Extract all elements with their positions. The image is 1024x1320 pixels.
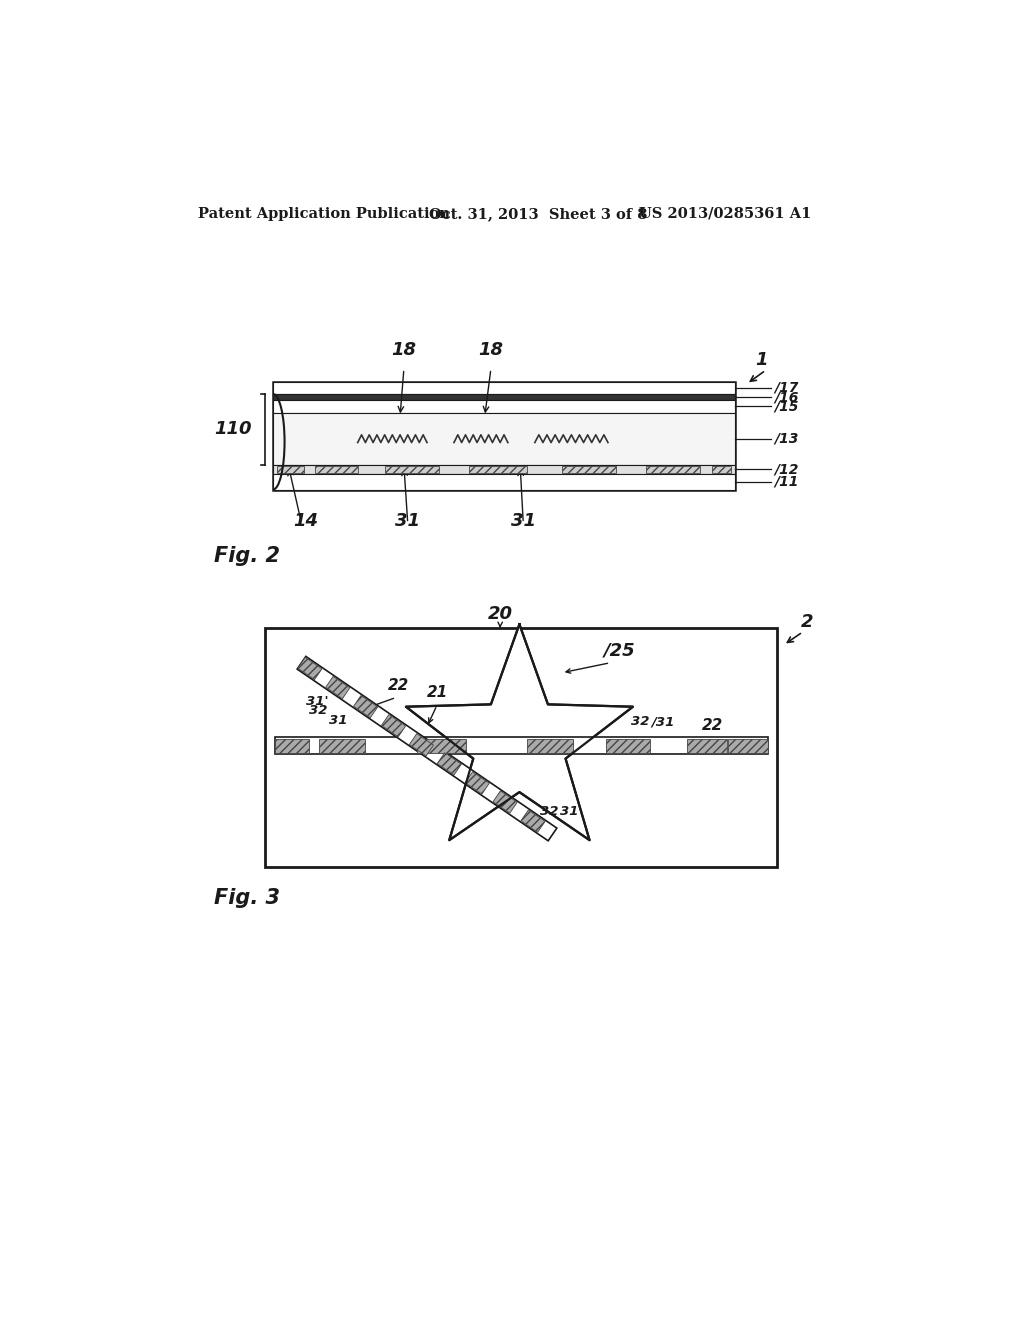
- Text: 14: 14: [294, 512, 318, 531]
- Bar: [417, 739, 466, 752]
- Bar: [276, 466, 304, 474]
- Polygon shape: [353, 696, 378, 718]
- Bar: [712, 466, 731, 474]
- Polygon shape: [298, 657, 322, 680]
- Polygon shape: [326, 676, 350, 698]
- Text: 32: 32: [631, 715, 649, 729]
- Polygon shape: [297, 656, 557, 841]
- Text: Fig. 2: Fig. 2: [214, 546, 280, 566]
- Bar: [527, 739, 573, 752]
- Text: 22: 22: [388, 677, 410, 693]
- Text: /25: /25: [604, 642, 636, 659]
- Bar: [385, 466, 438, 474]
- Text: /15: /15: [774, 400, 799, 413]
- Text: /11: /11: [774, 475, 799, 488]
- Text: 32: 32: [541, 805, 559, 818]
- Bar: [273, 412, 735, 465]
- Bar: [273, 381, 735, 395]
- Text: Patent Application Publication: Patent Application Publication: [199, 207, 451, 220]
- Text: /17: /17: [774, 381, 799, 395]
- Text: 31': 31': [306, 696, 329, 708]
- Bar: [469, 466, 527, 474]
- Text: 2: 2: [801, 612, 813, 631]
- Bar: [273, 465, 735, 474]
- Bar: [273, 400, 735, 413]
- Text: US 2013/0285361 A1: US 2013/0285361 A1: [639, 207, 811, 220]
- Bar: [686, 739, 727, 752]
- Text: 31: 31: [330, 714, 348, 726]
- Text: /16: /16: [774, 391, 799, 404]
- Text: 31: 31: [511, 512, 536, 531]
- Text: Oct. 31, 2013  Sheet 3 of 8: Oct. 31, 2013 Sheet 3 of 8: [429, 207, 648, 220]
- Bar: [319, 739, 366, 752]
- Polygon shape: [465, 772, 489, 795]
- Text: 21: 21: [426, 685, 447, 701]
- Text: 20: 20: [487, 605, 513, 623]
- Bar: [728, 739, 768, 752]
- Text: 31: 31: [560, 805, 579, 818]
- Text: 18: 18: [478, 341, 504, 359]
- Bar: [605, 739, 650, 752]
- Text: 31: 31: [395, 512, 420, 531]
- Text: 110: 110: [214, 421, 252, 438]
- Polygon shape: [493, 791, 517, 813]
- Polygon shape: [437, 752, 462, 775]
- Bar: [646, 466, 700, 474]
- Text: 22: 22: [701, 718, 723, 733]
- Bar: [562, 466, 615, 474]
- Text: /31: /31: [651, 715, 675, 729]
- Text: /12: /12: [774, 462, 799, 477]
- Text: 32: 32: [309, 705, 328, 717]
- Polygon shape: [521, 810, 545, 832]
- Polygon shape: [410, 734, 433, 756]
- Polygon shape: [382, 714, 406, 737]
- Text: Fig. 3: Fig. 3: [214, 888, 280, 908]
- Text: 18: 18: [391, 341, 417, 359]
- Bar: [315, 466, 357, 474]
- Bar: [273, 395, 735, 400]
- Text: /13: /13: [774, 432, 799, 446]
- Bar: [273, 381, 735, 490]
- Bar: [274, 738, 768, 755]
- Polygon shape: [406, 624, 633, 840]
- Text: 1: 1: [756, 351, 768, 368]
- Bar: [265, 628, 777, 867]
- Bar: [273, 474, 735, 490]
- Bar: [274, 739, 309, 752]
